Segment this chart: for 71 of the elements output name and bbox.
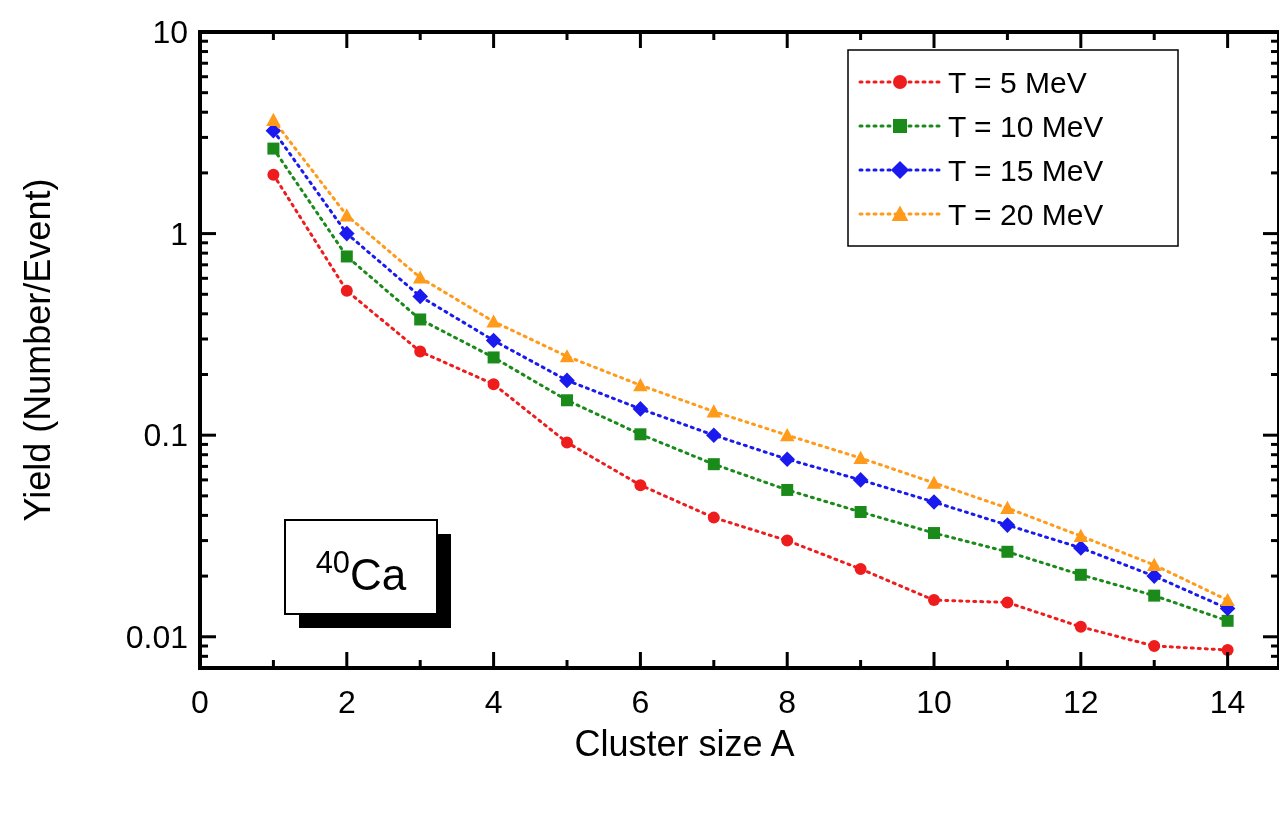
point [926,494,942,510]
point [707,458,720,471]
point [1073,528,1089,543]
point [1147,557,1162,571]
point [487,378,500,391]
point [486,314,501,328]
point [487,351,500,364]
point [339,225,355,242]
x-tick-label: 10 [916,684,952,720]
point [561,436,574,449]
point [485,332,502,349]
point [632,401,649,417]
point [1148,589,1161,602]
point [267,142,280,155]
point [999,517,1016,533]
y-tick-label: 0.01 [125,618,188,655]
point [853,450,868,465]
y-tick-label: 10 [152,14,188,51]
x-tick-label: 14 [1209,684,1246,720]
point [267,168,280,181]
point [561,394,574,407]
point [781,534,794,547]
point [1001,596,1014,609]
point [1221,614,1234,627]
y-tick-label: 1 [170,215,188,252]
legend-label: T = 10 MeV [948,109,1104,143]
point [414,345,427,358]
point [1148,640,1161,652]
point [340,250,353,263]
point [1220,592,1235,607]
point [854,505,867,518]
legend-label: T = 15 MeV [948,153,1104,187]
legend-label: T = 5 MeV [948,65,1087,99]
point [339,208,354,222]
point [559,349,575,363]
y-tick-label: 0.1 [143,417,188,454]
x-tick-label: 4 [484,684,503,720]
point [706,404,722,418]
point [1074,620,1087,633]
point [854,562,867,575]
point [707,511,720,524]
point [780,427,795,442]
point [559,372,575,389]
point [412,288,428,305]
y-axis-title: Yield (Number/Event) [17,178,58,522]
point [781,483,794,496]
point [413,270,428,284]
point [1074,568,1087,581]
point [1073,540,1089,556]
point [634,428,647,441]
point [928,527,941,540]
annotation: $^{40}$Ca [315,544,407,599]
point [706,427,722,443]
x-tick-label: 0 [191,684,209,720]
point [928,594,941,607]
point [340,284,353,297]
point [266,112,281,126]
x-tick-label: 6 [631,684,650,720]
point [634,479,647,492]
point [779,451,796,468]
x-tick-label: 2 [337,684,356,720]
x-axis-title: Cluster size A [574,723,795,764]
point [852,472,869,488]
point [1000,500,1015,515]
x-tick-label: 12 [1063,684,1099,720]
point [926,475,942,489]
point [633,377,648,392]
point [1001,545,1014,558]
x-tick-label: 8 [778,684,797,720]
legend-label: T = 20 MeV [948,197,1104,231]
point [414,313,427,326]
